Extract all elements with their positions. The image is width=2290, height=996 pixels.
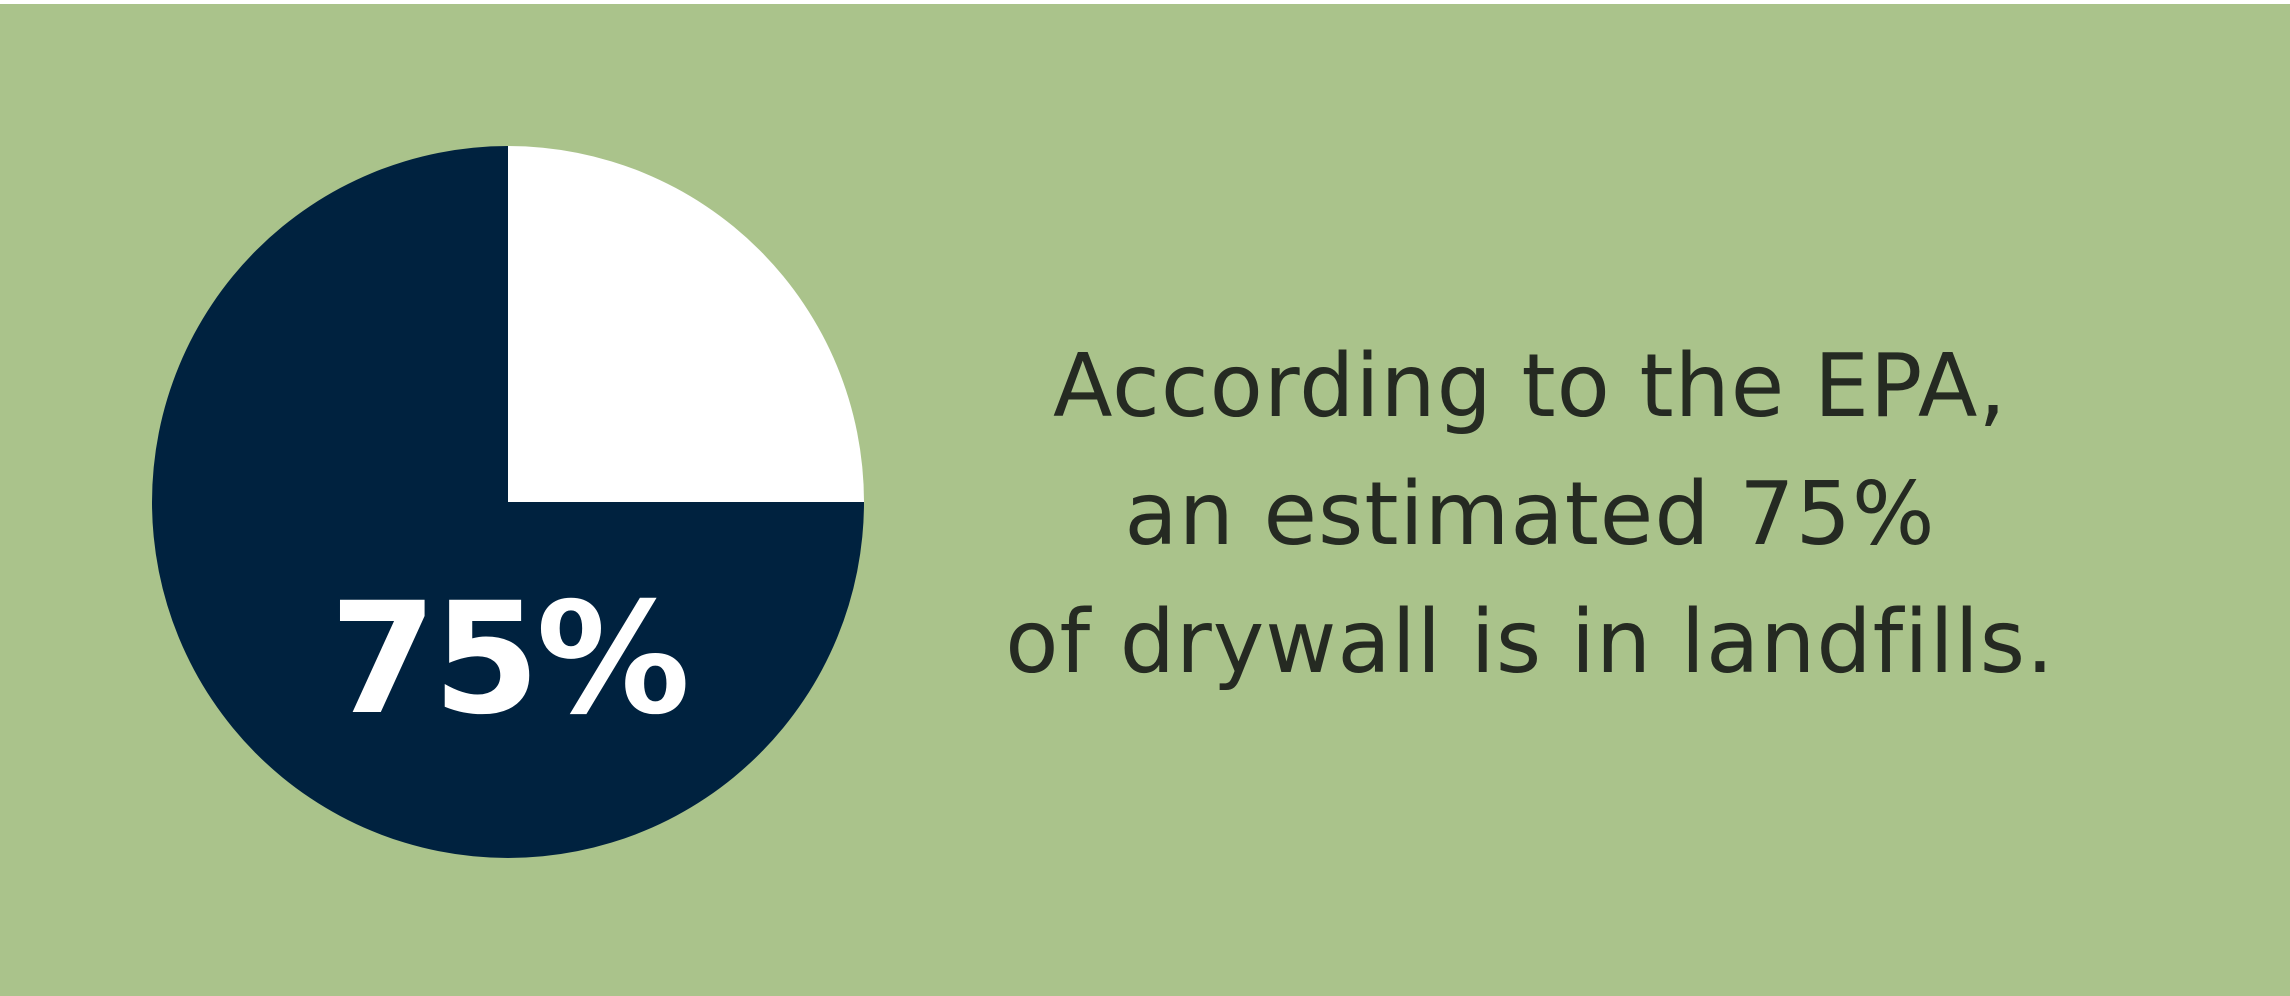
pie-chart-svg: 75%	[152, 146, 864, 858]
pie-value-label: 75%	[330, 570, 687, 749]
pie-slices	[152, 146, 864, 858]
caption-line-1: According to the EPA,	[1053, 335, 2007, 437]
infographic-panel: 75% According to the EPA, an estimated 7…	[0, 4, 2290, 996]
caption: According to the EPA, an estimated 75% o…	[930, 322, 2130, 706]
caption-line-3: of drywall is in landfills.	[1005, 591, 2055, 693]
caption-line-2: an estimated 75%	[1124, 463, 1936, 565]
pie-chart: 75%	[152, 146, 864, 858]
pie-slice-25	[508, 146, 864, 502]
